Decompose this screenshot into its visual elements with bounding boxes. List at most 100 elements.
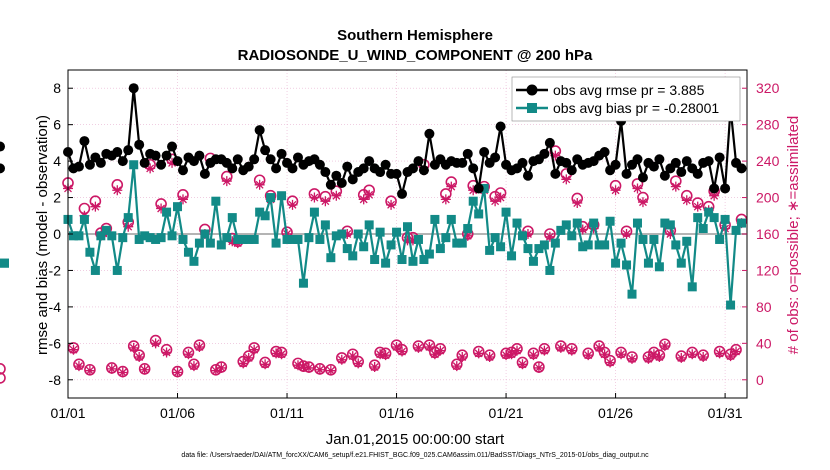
y-right-tick-label: 240 (756, 153, 780, 169)
obs-assimilated-marker (681, 195, 692, 206)
rmse-point (364, 156, 375, 167)
obs-assimilated-marker (627, 353, 638, 364)
bias-point (441, 233, 451, 243)
obs-assimilated-marker (533, 362, 544, 373)
rmse-point (260, 145, 271, 156)
bias-point (463, 224, 473, 234)
obs-assimilated-marker (468, 185, 479, 196)
bias-point (632, 218, 642, 228)
x-tick-label: 01/31 (708, 405, 743, 421)
y-tick-label: 4 (53, 153, 61, 169)
rmse-series (0, 83, 747, 199)
bias-point (277, 191, 287, 201)
rmse-point (544, 137, 555, 148)
y-right-tick-label: 40 (756, 335, 772, 351)
bias-point (282, 234, 292, 244)
bias-point (676, 258, 686, 268)
obs-assimilated-marker (413, 342, 424, 353)
obs-assimilated-marker (167, 157, 178, 168)
x-tick-label: 01/11 (270, 405, 304, 421)
bias-point (622, 260, 632, 270)
chart-subtitle: RADIOSONDE_U_WIND_COMPONENT @ 200 hPa (238, 47, 593, 64)
bias-point (359, 242, 369, 252)
rmse-point (457, 157, 468, 168)
bias-point (101, 225, 111, 235)
rmse-point (292, 152, 303, 163)
legend-box (511, 76, 741, 122)
obs-possible-marker (0, 372, 6, 384)
bias-point (337, 229, 347, 239)
rmse-point (172, 156, 183, 167)
obs-assimilated-marker (386, 199, 397, 210)
obs-assimilated-marker (599, 349, 610, 360)
rmse-line (66, 88, 743, 199)
bias-point (249, 234, 259, 244)
bias-point (408, 256, 418, 266)
bias-point (85, 247, 95, 257)
obs-assimilated-marker (172, 367, 183, 378)
y-right-tick-label: 0 (756, 372, 764, 388)
y-right-tick-label: 160 (756, 226, 780, 242)
obs-assimilated-marker (659, 341, 670, 352)
rmse-point (561, 157, 572, 168)
y-axis-label: rmse and bias (model - observation) (34, 115, 51, 355)
y-tick-label: -4 (49, 299, 62, 315)
bias-point (583, 240, 593, 250)
obs-assimilated-marker (583, 350, 594, 361)
obs-assimilated-marker (364, 189, 375, 200)
obs-assimilated-marker (397, 346, 408, 357)
rmse-point (709, 183, 720, 194)
rmse-point (156, 159, 167, 170)
rmse-point (320, 167, 331, 178)
obs-assimilated-marker (112, 185, 123, 196)
obs-assimilated-marker (303, 362, 314, 373)
bias-point (271, 238, 281, 248)
rmse-point (473, 183, 484, 194)
rmse-point (95, 157, 106, 168)
rmse-point (325, 179, 336, 190)
obs-assimilated-marker (123, 221, 134, 232)
bias-point (123, 213, 133, 223)
bias-point (309, 207, 319, 217)
rmse-point (84, 159, 95, 170)
bias-point (320, 220, 330, 230)
rmse-point (714, 152, 725, 163)
rmse-point (358, 163, 369, 174)
bias-point (151, 234, 161, 244)
obs-assimilated-marker (490, 196, 501, 207)
obs-possible-marker (0, 363, 6, 375)
bias-point (74, 231, 84, 241)
obs-assimilated-marker (725, 351, 736, 362)
rmse-point (648, 161, 659, 172)
bias-point (392, 227, 402, 237)
bias-point (167, 231, 177, 241)
bias-point (90, 265, 100, 275)
bias-point (496, 242, 506, 252)
bias-point (419, 255, 429, 265)
bias-point (211, 196, 221, 206)
bias-point (353, 229, 363, 239)
legend-bias-label: obs avg bias pr = -0.28001 (553, 100, 719, 116)
rmse-point (462, 148, 473, 159)
rmse-point (479, 147, 490, 157)
obs-assimilated-marker (314, 364, 325, 375)
bias-point (649, 234, 659, 244)
bias-point (326, 253, 336, 263)
bias-point (737, 218, 747, 228)
bias-series (0, 160, 747, 310)
bias-line (66, 164, 743, 306)
y-right-tick-label: 280 (756, 117, 780, 133)
legend-rmse-label: obs avg rmse pr = 3.885 (553, 82, 705, 98)
rmse-point (375, 167, 386, 178)
bias-point (605, 216, 615, 226)
obs-assimilated-marker (117, 367, 128, 378)
bias-point (370, 255, 380, 265)
obs-assimilated-marker (145, 163, 156, 174)
obs-assimilated-marker (84, 365, 95, 376)
obs-assimilated-marker (501, 350, 512, 361)
rmse-point (637, 172, 648, 183)
bias-point (687, 282, 697, 292)
rmse-point (720, 183, 731, 194)
bias-point (654, 262, 664, 272)
obs-assimilated-marker (692, 201, 703, 212)
